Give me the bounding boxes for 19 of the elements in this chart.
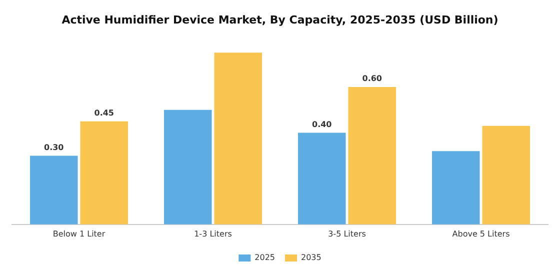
- legend-label: 2025: [254, 253, 275, 262]
- bar: [164, 110, 212, 224]
- x-tick-label: 1-3 Liters: [194, 229, 232, 238]
- chart-title: Active Humidifier Device Market, By Capacity, 2025-2035 (USD Billion): [62, 13, 498, 26]
- data-label: 0.40: [312, 120, 332, 129]
- data-label: 0.45: [94, 108, 114, 118]
- bar: [298, 132, 346, 224]
- bar: [30, 156, 78, 224]
- bar: [348, 87, 396, 224]
- bar: [214, 52, 262, 224]
- x-tick-label: Above 5 Liters: [452, 229, 510, 238]
- x-tick-label: Below 1 Liter: [52, 229, 106, 238]
- bar: [432, 151, 480, 224]
- bar: [80, 121, 128, 224]
- data-label: 0.60: [362, 74, 382, 84]
- bar: [482, 126, 530, 224]
- x-tick-label: 3-5 Liters: [328, 229, 366, 238]
- legend-label: 2035: [301, 253, 322, 262]
- data-label: 0.30: [44, 142, 64, 152]
